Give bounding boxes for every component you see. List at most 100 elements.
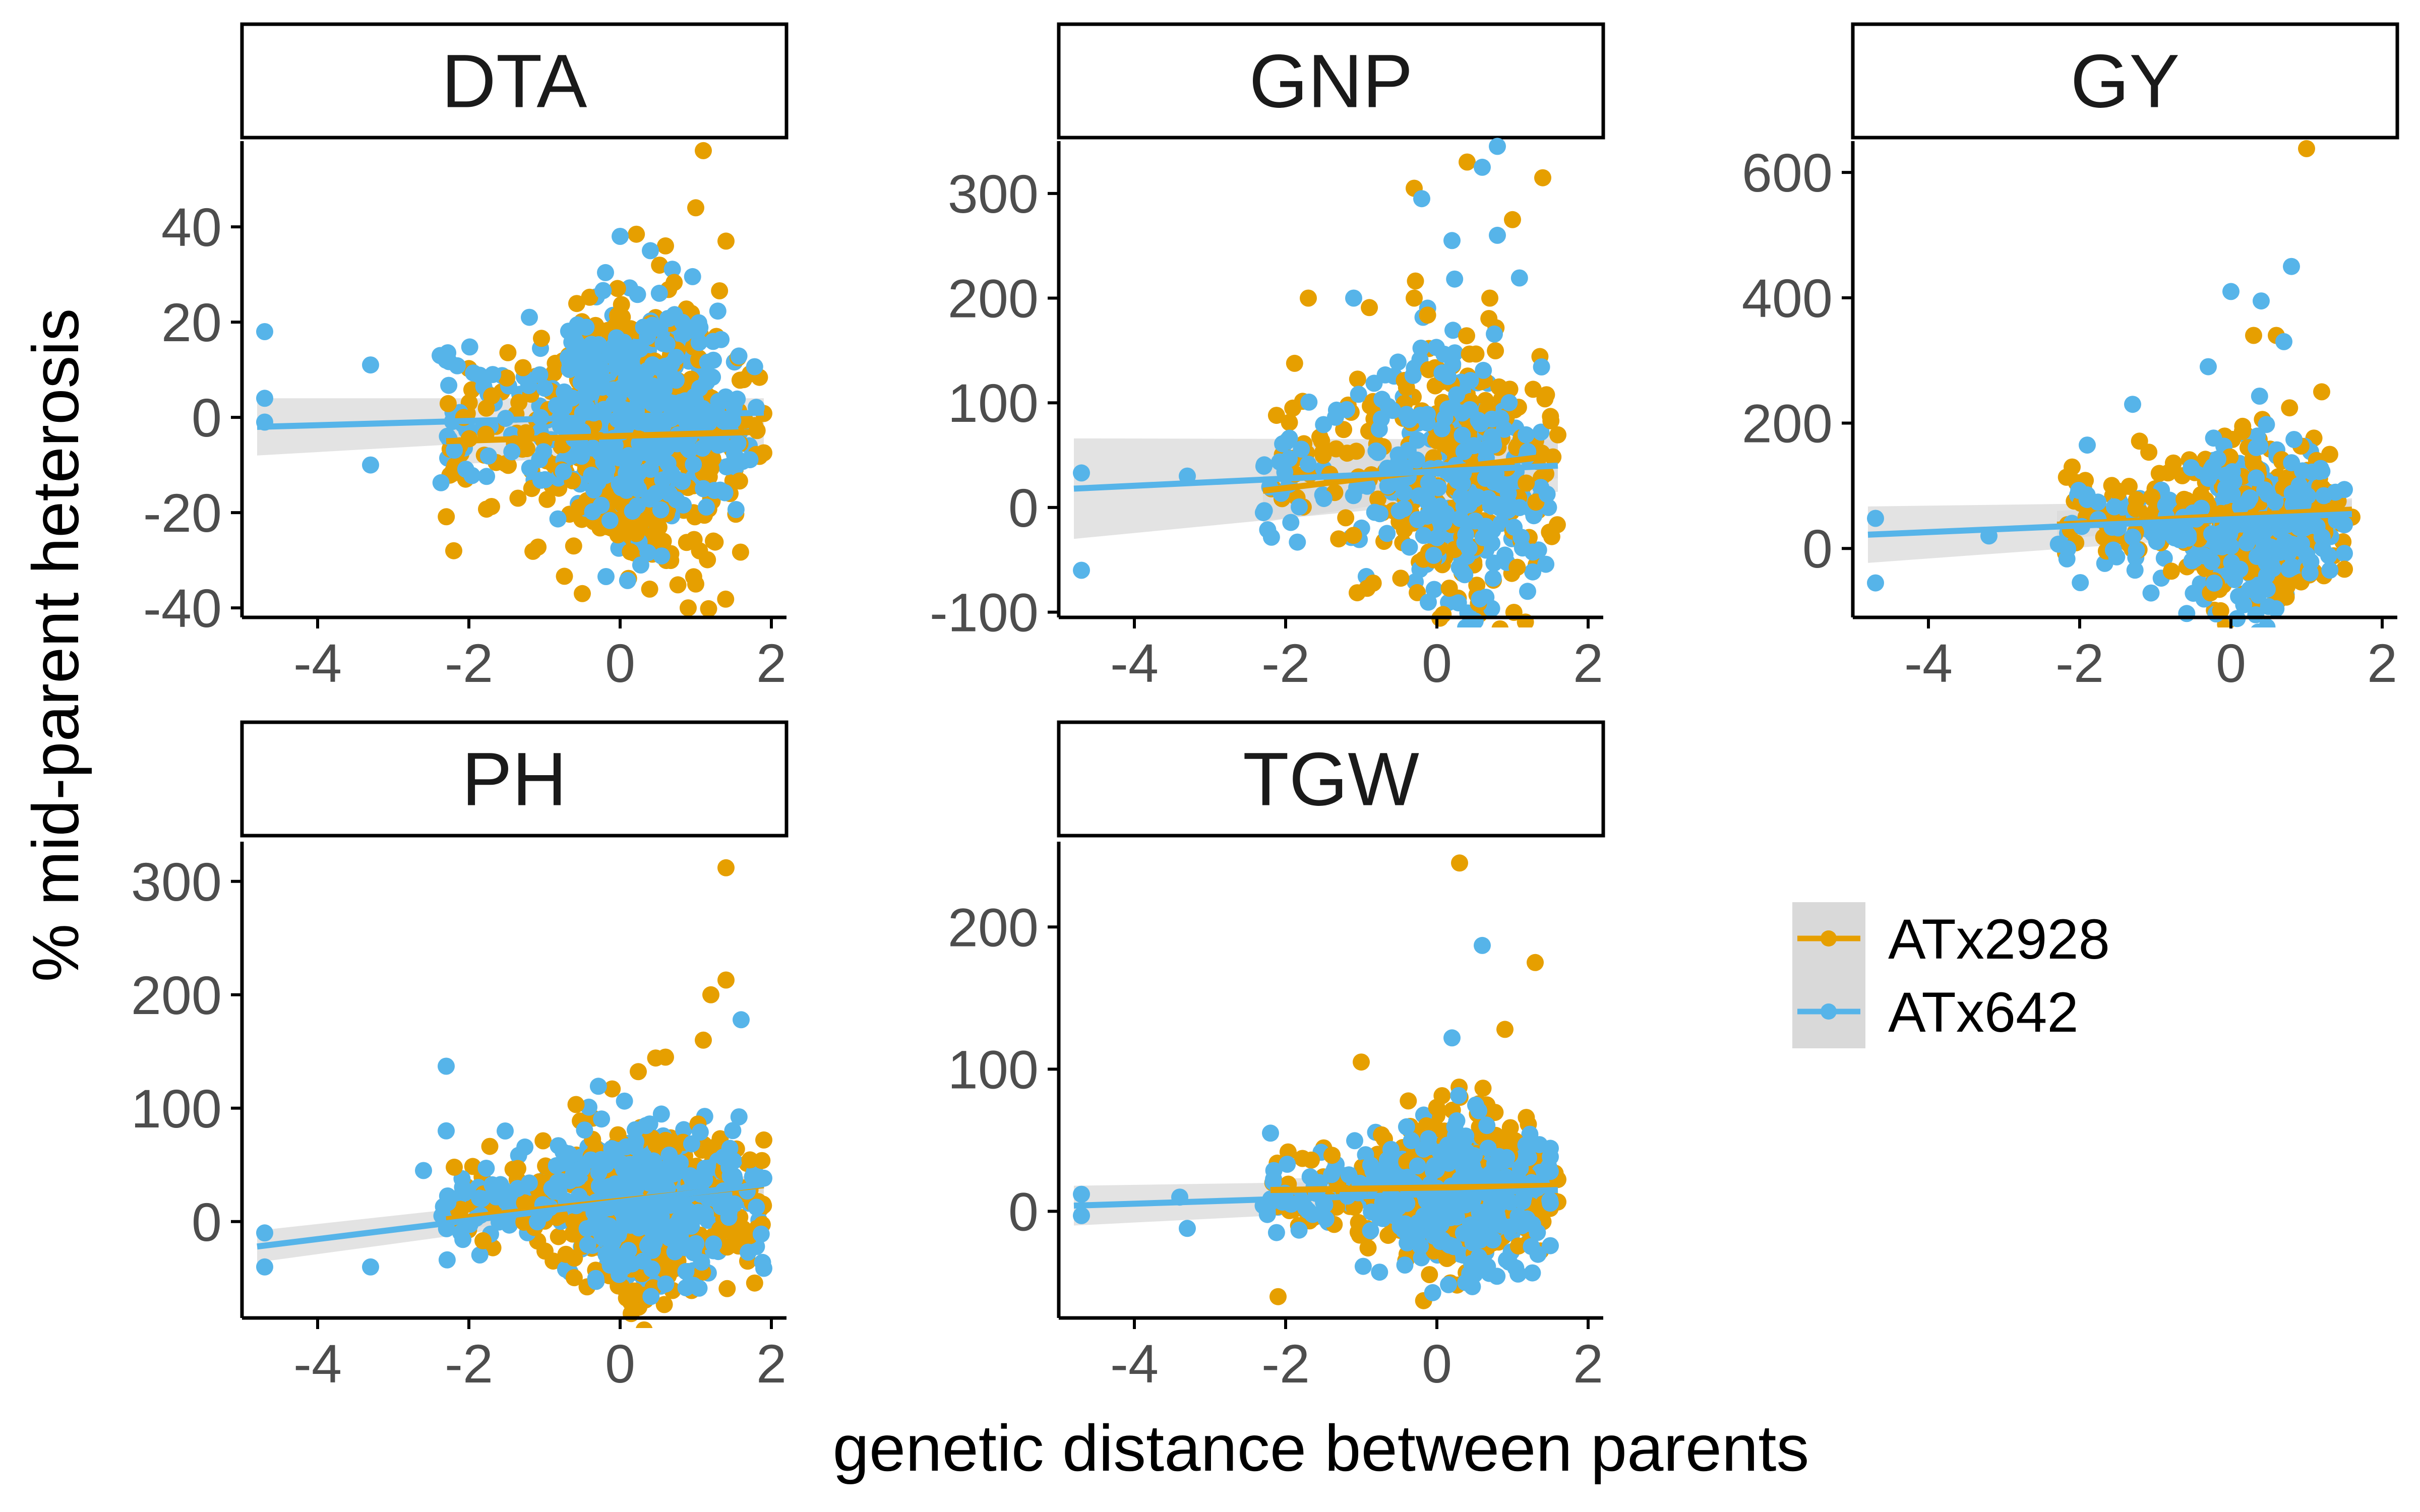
data-point-atx642	[1457, 1127, 1475, 1145]
data-point-atx2928	[609, 307, 626, 325]
regression-line-atx642	[257, 1181, 764, 1250]
data-point-atx2928	[702, 986, 719, 1003]
data-point-atx642	[657, 1275, 675, 1293]
data-point-atx642	[1264, 1173, 1282, 1191]
data-point-atx642	[696, 1171, 713, 1188]
data-point-atx642	[1371, 1264, 1388, 1281]
data-point-atx2928	[636, 1321, 653, 1328]
data-point-atx642	[2239, 492, 2257, 510]
data-point-atx642	[1470, 412, 1487, 429]
y-tick-label: 100	[131, 1078, 222, 1139]
data-point-atx642	[456, 1184, 473, 1202]
data-point-atx642	[1453, 562, 1471, 580]
data-point-atx642	[644, 317, 661, 334]
data-point-atx642	[1517, 426, 1535, 444]
data-point-atx642	[1541, 1191, 1559, 1209]
data-point-atx642	[2260, 598, 2277, 615]
data-point-atx2928	[514, 359, 532, 376]
data-point-atx642	[652, 1105, 670, 1123]
data-point-atx2928	[1345, 527, 1362, 544]
y-tick-label: 300	[131, 851, 222, 912]
plot-area-gy	[1867, 140, 2361, 627]
data-point-atx642	[1424, 1284, 1441, 1301]
data-point-atx642	[704, 333, 722, 350]
data-point-atx642	[446, 442, 463, 459]
x-tick-label: 0	[605, 1333, 635, 1394]
data-point-atx642	[698, 372, 715, 390]
data-point-atx642	[2157, 496, 2174, 514]
data-point-atx642	[590, 336, 608, 353]
y-tick-label: 20	[161, 292, 222, 353]
data-point-atx642	[1267, 1224, 1285, 1241]
data-point-atx642	[2200, 470, 2217, 487]
data-point-atx642	[1524, 563, 1542, 581]
data-point-atx2928	[1467, 345, 1485, 363]
data-point-atx642	[1293, 440, 1310, 458]
data-point-atx2928	[2140, 444, 2158, 461]
data-point-atx642	[1363, 1203, 1380, 1221]
data-point-atx642	[1496, 546, 1514, 564]
data-point-atx2928	[544, 1252, 562, 1270]
data-point-atx642	[1399, 1234, 1416, 1251]
data-point-atx642	[2251, 388, 2268, 405]
data-point-atx642	[1533, 358, 1550, 375]
data-point-atx2928	[1440, 580, 1458, 597]
data-point-atx642	[611, 475, 628, 493]
data-point-atx642	[2293, 535, 2311, 552]
data-point-atx2928	[731, 371, 749, 389]
regression-line-atx642	[1073, 462, 1558, 492]
legend-item-atx2928: ATx2928	[1797, 908, 2110, 971]
data-point-atx642	[2225, 473, 2243, 490]
data-point-atx642	[2258, 416, 2275, 433]
data-point-atx2928	[1419, 306, 1436, 324]
x-axis-label: genetic distance between parents	[833, 1411, 1809, 1485]
data-point-atx2928	[2298, 140, 2315, 157]
data-point-atx642	[552, 417, 569, 435]
data-point-atx642	[593, 1110, 611, 1128]
data-point-atx642	[740, 1243, 757, 1261]
data-point-atx642	[637, 1117, 655, 1135]
data-point-atx642	[746, 358, 763, 375]
data-point-atx642	[362, 1258, 379, 1276]
x-tick-label: 2	[756, 1333, 786, 1394]
data-point-atx642	[1425, 581, 1443, 598]
data-point-atx2928	[686, 508, 704, 526]
y-tick-label: -20	[143, 482, 222, 543]
data-point-atx2928	[695, 1031, 712, 1049]
strip-ph	[240, 720, 789, 838]
data-point-atx642	[589, 1078, 607, 1095]
data-point-atx2928	[1369, 490, 1386, 508]
data-point-atx642	[1362, 1222, 1379, 1239]
data-point-atx642	[710, 393, 728, 410]
data-point-atx642	[641, 489, 658, 507]
data-point-atx2928	[695, 142, 712, 159]
data-point-atx642	[1439, 1193, 1457, 1211]
y-tick-label: 0	[1008, 477, 1039, 538]
y-tick-label: 0	[192, 387, 222, 448]
data-point-atx642	[663, 261, 681, 278]
data-point-atx642	[362, 456, 379, 474]
x-tick-label: 2	[1573, 1333, 1603, 1394]
data-point-atx642	[705, 351, 722, 369]
data-point-atx2928	[568, 295, 585, 312]
data-point-atx2928	[2281, 399, 2298, 417]
data-point-atx642	[438, 1057, 455, 1075]
legend-point-atx2928	[1821, 930, 1837, 947]
data-point-atx642	[1482, 468, 1500, 486]
data-point-atx642	[1446, 270, 1464, 288]
data-point-atx642	[1412, 339, 1430, 357]
data-point-atx2928	[717, 232, 735, 250]
data-point-atx642	[2301, 517, 2318, 535]
data-point-atx642	[1365, 374, 1383, 392]
y-tick-label: 40	[161, 197, 222, 258]
data-point-atx2928	[1323, 1147, 1341, 1164]
data-point-atx2928	[2277, 588, 2295, 606]
data-point-atx642	[570, 1187, 588, 1205]
data-point-atx642	[632, 556, 649, 574]
data-point-atx642	[1389, 353, 1407, 371]
data-point-atx642	[755, 1259, 772, 1277]
data-point-atx642	[1464, 1234, 1482, 1251]
data-point-atx642	[2124, 528, 2142, 546]
